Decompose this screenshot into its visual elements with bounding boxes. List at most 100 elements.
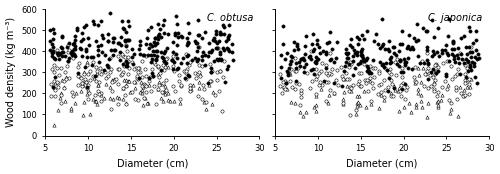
Point (150, 85, 158, 88)
Point (148, 45, 156, 48)
Point (174, 67, 182, 70)
Point (448, 47, 456, 50)
Point (473, 57, 481, 60)
Point (208, 69, 216, 72)
Point (396, 90, 404, 92)
Point (162, 62, 170, 65)
Point (322, 51, 330, 54)
Point (312, 60, 320, 63)
Point (86, 92, 94, 95)
Point (386, 70, 394, 73)
Point (57, 101, 65, 104)
Point (284, 88, 292, 91)
Point (125, 24, 133, 27)
Point (330, 92, 338, 94)
Point (387, 91, 395, 94)
Point (92, 65, 100, 68)
Point (470, 65, 478, 68)
Point (472, 38, 480, 41)
Point (84, 63, 92, 66)
Point (421, 73, 429, 76)
Point (168, 65, 176, 68)
Point (449, 42, 457, 44)
Point (384, 48, 392, 51)
Point (428, 76, 436, 79)
Point (282, 58, 290, 61)
Point (78, 85, 86, 88)
Point (123, 64, 131, 67)
Point (210, 94, 218, 97)
Point (322, 52, 330, 55)
Point (404, 57, 411, 59)
Point (286, 80, 294, 83)
Point (426, 74, 434, 77)
Point (50, 28, 58, 31)
Point (204, 50, 212, 53)
Point (343, 57, 351, 60)
Point (302, 62, 310, 65)
Point (78, 54, 86, 57)
Point (346, 86, 354, 89)
Point (377, 91, 385, 94)
Point (322, 100, 330, 103)
Point (51, 76, 59, 78)
Point (200, 30, 208, 33)
Point (330, 82, 338, 85)
Point (50, 71, 58, 74)
Point (156, 71, 164, 74)
Point (392, 74, 400, 77)
Point (414, 88, 422, 90)
Point (160, 52, 168, 55)
Point (417, 93, 425, 96)
Point (292, 70, 300, 72)
Point (181, 77, 189, 80)
Point (201, 64, 209, 66)
Point (206, 80, 214, 83)
Point (106, 48, 114, 51)
Point (162, 85, 170, 88)
Point (90, 23, 98, 25)
Point (358, 72, 366, 75)
Point (380, 89, 388, 91)
Point (92, 40, 100, 42)
Point (353, 102, 361, 105)
Point (60, 86, 68, 89)
Point (144, 102, 152, 105)
Point (462, 46, 469, 48)
Point (89, 98, 97, 101)
Point (158, 82, 166, 85)
Point (122, 56, 130, 59)
Point (398, 94, 406, 97)
Point (297, 95, 305, 98)
Point (384, 86, 392, 88)
Point (120, 55, 128, 57)
Point (429, 68, 437, 70)
Point (379, 62, 387, 65)
Point (360, 90, 368, 93)
Point (194, 73, 202, 76)
Point (322, 67, 330, 70)
Point (160, 100, 168, 103)
Point (118, 87, 126, 90)
Point (122, 44, 130, 46)
Point (186, 87, 194, 89)
Point (448, 65, 456, 68)
Point (330, 61, 338, 64)
Point (307, 58, 315, 61)
Point (164, 32, 172, 35)
Point (150, 54, 158, 57)
Point (312, 42, 320, 45)
Point (315, 84, 323, 86)
Point (77, 90, 85, 93)
Point (100, 70, 108, 73)
Point (324, 102, 332, 104)
Point (170, 60, 178, 63)
Point (53, 67, 61, 70)
Point (70, 48, 78, 50)
Point (390, 85, 398, 87)
Point (339, 78, 347, 81)
Point (90, 76, 98, 79)
Point (464, 86, 471, 89)
Point (214, 58, 222, 61)
Point (398, 42, 406, 45)
